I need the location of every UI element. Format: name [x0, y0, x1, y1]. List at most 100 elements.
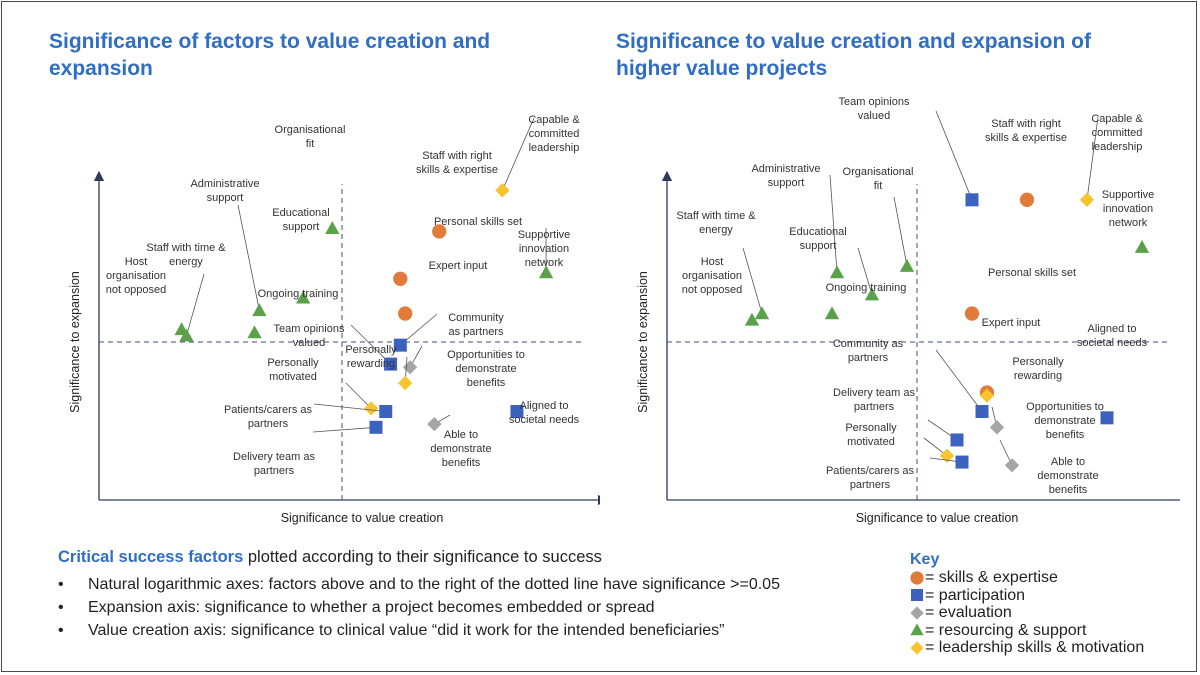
data-marker	[295, 290, 311, 304]
data-point: Educational support	[272, 207, 330, 304]
data-point: Ongoing training	[824, 282, 907, 320]
circle-icon	[910, 571, 924, 585]
data-point: Ongoing training	[247, 288, 338, 339]
bullet-dot: •	[58, 622, 64, 639]
legend: Key = skills & expertise = participation =…	[910, 551, 1144, 657]
data-label: Community as partners	[833, 338, 904, 364]
square-icon	[911, 589, 923, 602]
data-marker	[975, 405, 989, 419]
leader-line	[893, 196, 908, 267]
leader-line	[350, 324, 391, 365]
leader-line	[935, 349, 983, 412]
chart-1-title-line-1: Significance of factors to value creatio…	[49, 30, 491, 53]
chart-1-title-line-2: expansion	[49, 57, 153, 80]
data-point: Personally motivated	[845, 422, 955, 463]
data-marker	[369, 420, 383, 434]
data-label: Team opinions valued	[839, 96, 910, 122]
footer-rest: plotted according to their significance …	[243, 548, 602, 566]
data-point: Capable & committed leadership	[495, 114, 580, 198]
data-point: Team opinions valued	[839, 96, 979, 207]
data-marker	[1004, 458, 1020, 473]
leader-line	[345, 382, 372, 409]
data-marker	[495, 183, 510, 198]
data-point: Staff with time & energy	[146, 242, 226, 342]
data-label: Host organisation not opposed	[106, 256, 167, 296]
data-label: Capable & committed leadership	[1091, 113, 1143, 153]
data-label: Opportunities to demonstrate benefits	[1026, 401, 1104, 441]
data-point: Expert input	[398, 260, 487, 321]
diamond-icon	[910, 641, 924, 655]
data-marker	[427, 417, 442, 432]
data-point: Aligned to societal needs	[1077, 323, 1148, 425]
data-label: Personal skills set	[434, 216, 522, 228]
x-axis-label: Significance to value creation	[281, 511, 444, 525]
legend-label: = participation	[925, 586, 1026, 604]
data-marker	[364, 401, 379, 416]
triangle-icon	[910, 623, 924, 636]
data-point: Delivery team as partners	[233, 420, 383, 477]
data-point: Opportunities to demonstrate benefits	[989, 401, 1104, 441]
data-marker	[950, 433, 964, 447]
data-marker	[432, 224, 447, 239]
legend-label: = resourcing & support	[925, 621, 1087, 639]
leader-line	[1086, 116, 1099, 200]
data-label: Staff with right skills & expertise	[416, 150, 498, 176]
data-marker	[965, 193, 979, 207]
data-label: Aligned to societal needs	[1077, 323, 1148, 349]
legend-item: = leadership skills & motivation	[910, 639, 1144, 657]
legend-label: = leadership skills & motivation	[925, 639, 1145, 656]
data-label: Organisational fit	[275, 124, 346, 150]
leader-line	[935, 110, 973, 200]
data-label: Capable & committed leadership	[528, 114, 580, 154]
data-marker	[402, 360, 418, 375]
data-marker	[538, 265, 554, 279]
data-label: Educational support	[789, 226, 847, 252]
data-point: Staff with time & energy	[676, 210, 770, 320]
legend-label: = evaluation	[925, 604, 1012, 621]
data-label: Aligned to societal needs	[509, 400, 580, 426]
legend-item: = evaluation	[910, 604, 1144, 622]
data-label: Delivery team as partners	[833, 387, 915, 413]
data-marker	[384, 357, 398, 371]
bullet-dot: •	[58, 576, 64, 593]
data-point: Host organisation not opposed	[682, 256, 760, 326]
leader-line	[829, 174, 838, 273]
triangle-icon	[910, 623, 924, 636]
data-marker	[899, 259, 915, 272]
data-label: Personally motivated	[267, 357, 319, 383]
data-marker	[510, 405, 524, 419]
data-label: Patients/carers as partners	[826, 465, 915, 491]
square-icon	[911, 589, 923, 602]
legend-item: = participation	[910, 587, 1144, 605]
footer-bullet-text: Natural logarithmic axes: factors above …	[88, 576, 780, 593]
data-marker	[1100, 411, 1114, 425]
footer-bullet: • Value creation axis: significance to cl…	[58, 619, 780, 642]
data-marker	[174, 322, 189, 336]
data-label: Personally rewarding	[345, 344, 397, 370]
data-point: Able to demonstrate benefits	[999, 439, 1099, 496]
data-label: Supportive innovation network	[518, 229, 571, 269]
data-label: Host organisation not opposed	[682, 256, 743, 296]
data-marker	[829, 265, 845, 279]
x-axis-label: Significance to value creation	[856, 511, 1019, 525]
data-marker	[754, 306, 770, 320]
leader-line	[857, 247, 873, 295]
data-label: Supportive innovation network	[1102, 189, 1155, 229]
data-point: Personally motivated	[267, 357, 379, 416]
data-marker	[247, 325, 262, 339]
legend-title: Key	[910, 551, 940, 568]
data-point: Organisational fit	[275, 124, 346, 234]
data-label: Ongoing training	[826, 282, 907, 294]
footer-bullet-text: Expansion axis: significance to whether …	[88, 599, 655, 616]
data-point: Personal skills set	[393, 216, 522, 286]
data-point: Capable & committed leadership	[1079, 113, 1143, 207]
data-point: Supportive innovation network	[1102, 189, 1155, 253]
data-point: Supportive innovation network	[518, 227, 571, 279]
data-marker	[252, 303, 267, 317]
data-marker	[398, 375, 413, 391]
data-point: Organisational fit	[843, 166, 915, 272]
data-label: Expert input	[429, 260, 488, 272]
data-label: Personal skills set	[988, 267, 1076, 279]
data-point: Personal skills set	[964, 267, 1076, 321]
chart-1-plot: Significance to value creation Significan…	[68, 114, 600, 525]
